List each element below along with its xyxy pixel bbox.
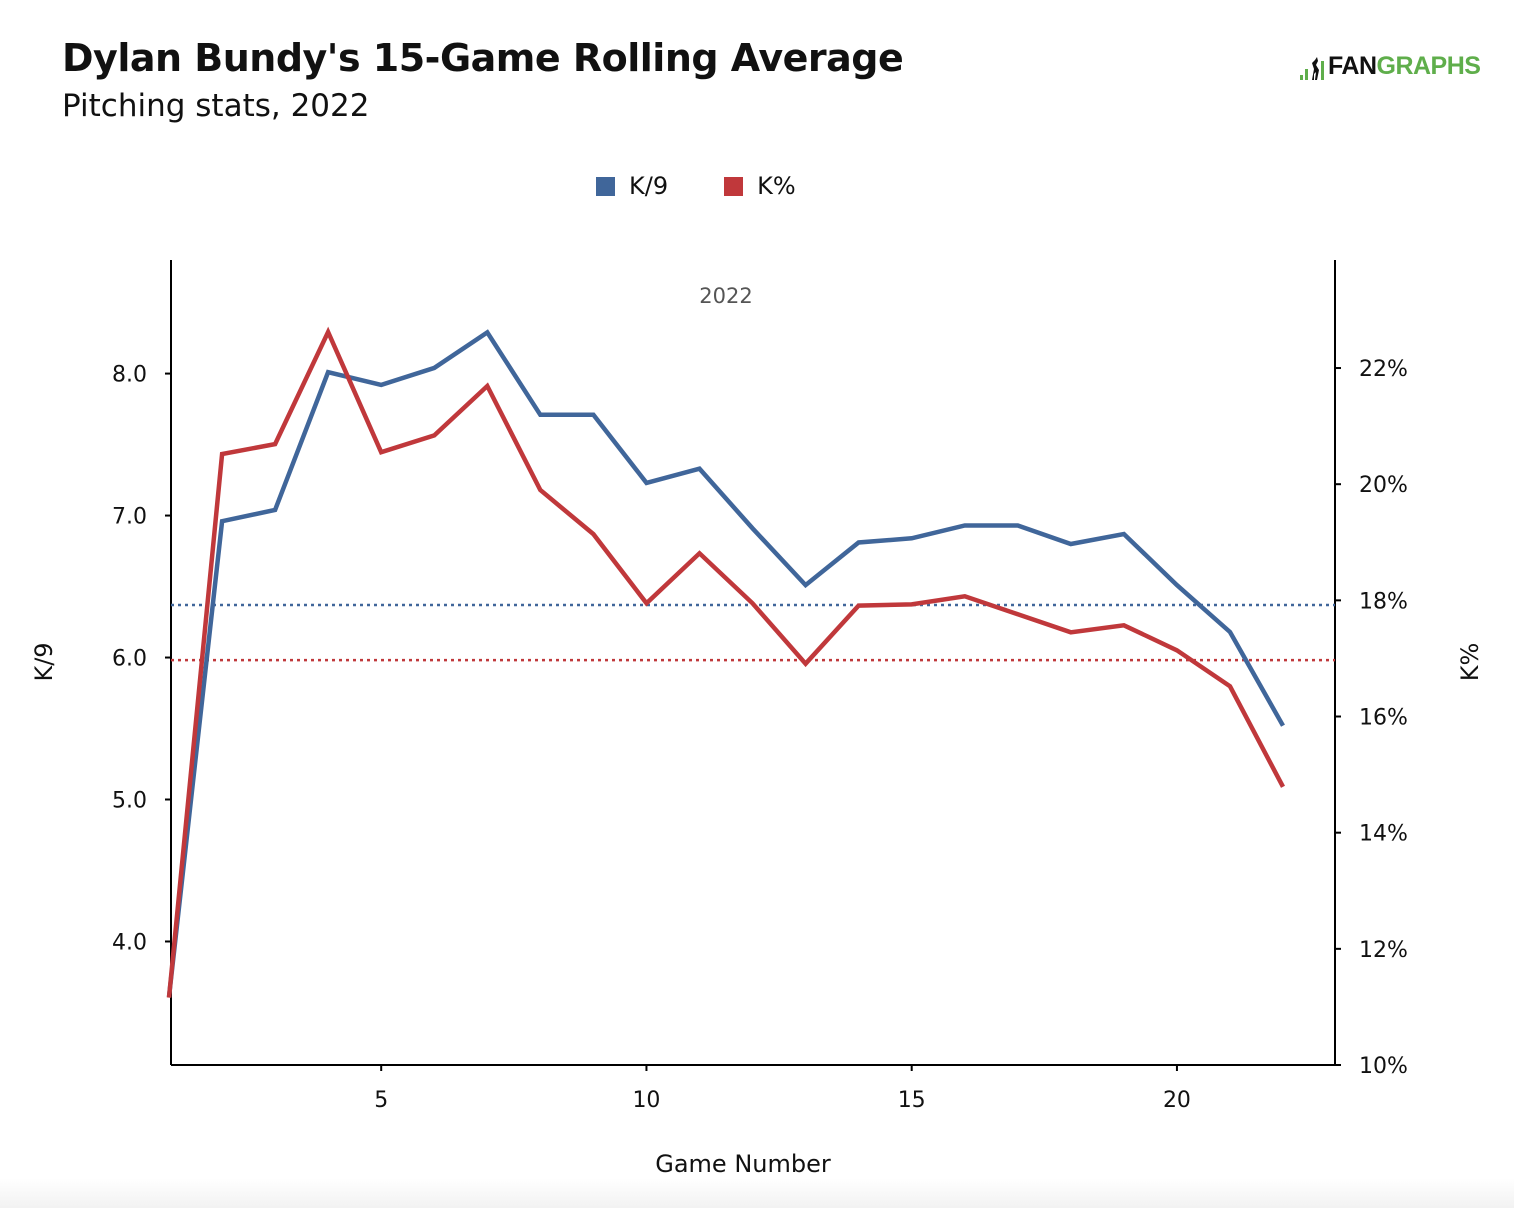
series-line-k9 xyxy=(166,329,1285,998)
y-tick-label: 7.0 xyxy=(112,505,147,530)
legend-item-k9[interactable]: K/9 xyxy=(596,172,668,200)
chart-title: Dylan Bundy's 15-Game Rolling Average xyxy=(62,36,904,80)
y2-axis-label: K% xyxy=(1456,643,1484,682)
season-annotation: 2022 xyxy=(699,284,752,308)
series-line-kpct xyxy=(166,326,1285,998)
logo-suffix: GRAPHS xyxy=(1376,52,1481,80)
x-axis-label: Game Number xyxy=(655,1150,831,1178)
legend-label-kpct: K% xyxy=(757,172,796,200)
y2-tick-label: 14% xyxy=(1359,822,1408,847)
y-tick-label: 4.0 xyxy=(112,930,147,955)
legend-item-kpct[interactable]: K% xyxy=(724,172,796,200)
legend-swatch-k9 xyxy=(596,176,615,196)
legend-label-k9: K/9 xyxy=(629,172,669,200)
y2-tick-label: 16% xyxy=(1359,706,1408,731)
batter-bars-icon xyxy=(1300,57,1324,80)
x-tick-label: 10 xyxy=(632,1088,660,1113)
y2-tick-label: 18% xyxy=(1359,589,1408,614)
legend: K/9 K% xyxy=(596,172,796,200)
y-axis-label: K/9 xyxy=(30,642,58,681)
y-tick-label: 6.0 xyxy=(112,647,147,672)
y2-tick-label: 22% xyxy=(1359,357,1408,382)
fangraphs-logo: FAN GRAPHS xyxy=(1300,52,1481,81)
legend-swatch-kpct xyxy=(724,176,744,196)
logo-prefix: FAN xyxy=(1328,52,1377,80)
y2-tick-label: 20% xyxy=(1359,473,1408,498)
chart-subtitle: Pitching stats, 2022 xyxy=(62,88,370,124)
y-tick-label: 8.0 xyxy=(112,363,147,388)
x-tick-label: 20 xyxy=(1163,1088,1191,1113)
bottom-strip xyxy=(0,1178,1514,1208)
y-tick-label: 5.0 xyxy=(112,789,147,814)
x-tick-label: 5 xyxy=(374,1088,388,1113)
x-tick-label: 15 xyxy=(898,1088,926,1113)
y2-tick-label: 12% xyxy=(1359,938,1408,963)
y2-tick-label: 10% xyxy=(1359,1054,1408,1079)
